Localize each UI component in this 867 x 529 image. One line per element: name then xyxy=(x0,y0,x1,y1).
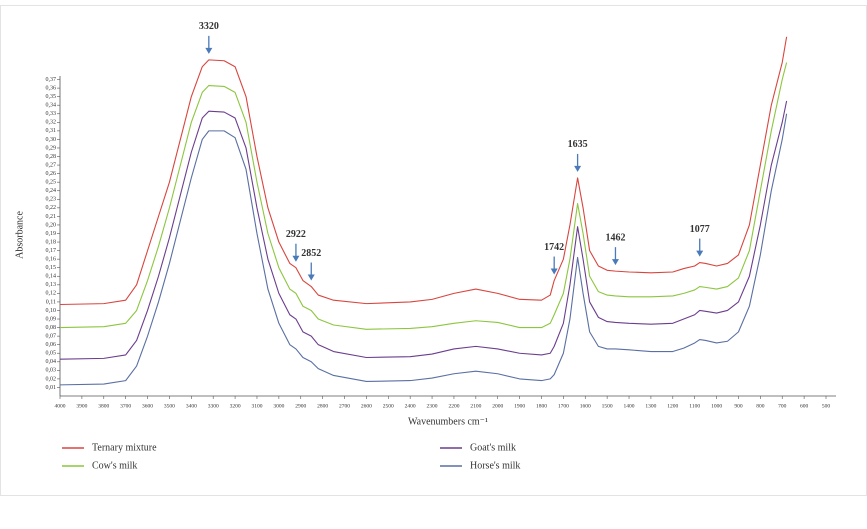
y-tick-label: 0,11 xyxy=(46,299,56,305)
y-tick-label: 0,30 xyxy=(46,137,57,143)
x-tick-label: 2000 xyxy=(492,403,503,409)
annotation-label: 2922 xyxy=(286,229,306,240)
x-tick-label: 600 xyxy=(800,403,809,409)
annotation-label: 2852 xyxy=(301,248,321,259)
y-tick-label: 0,29 xyxy=(46,145,57,151)
spectrum-line xyxy=(59,113,788,386)
annotation-arrowhead xyxy=(550,268,558,275)
y-tick-label: 0,05 xyxy=(46,351,57,357)
y-tick-label: 0,27 xyxy=(46,162,57,168)
y-tick-label: 0,35 xyxy=(46,94,57,100)
y-tick-label: 0,12 xyxy=(46,291,57,297)
annotation-arrowhead xyxy=(205,47,213,54)
y-tick-label: 0,24 xyxy=(46,188,57,194)
y-tick-label: 0,18 xyxy=(46,239,57,245)
y-tick-label: 0,32 xyxy=(46,120,57,126)
annotation-arrowhead xyxy=(307,274,315,281)
annotation-arrowhead xyxy=(611,259,619,266)
x-tick-label: 1900 xyxy=(514,403,525,409)
y-tick-label: 0,14 xyxy=(46,274,57,280)
legend-label: Horse's milk xyxy=(470,460,520,471)
x-tick-label: 2100 xyxy=(470,403,481,409)
x-tick-label: 3500 xyxy=(164,403,175,409)
legend-label: Ternary mixture xyxy=(92,442,157,453)
x-tick-label: 2200 xyxy=(448,403,459,409)
y-tick-label: 0,37 xyxy=(46,77,57,83)
x-tick-label: 2600 xyxy=(361,403,372,409)
y-tick-label: 0,21 xyxy=(46,214,57,220)
annotation-label: 1077 xyxy=(690,224,710,235)
x-tick-label: 2700 xyxy=(339,403,350,409)
y-tick-label: 0,16 xyxy=(46,257,57,263)
x-axis-title: Wavenumbers cm⁻¹ xyxy=(408,416,488,427)
x-tick-label: 2300 xyxy=(427,403,438,409)
y-tick-label: 0,02 xyxy=(46,376,57,382)
x-tick-label: 2800 xyxy=(317,403,328,409)
x-tick-label: 3100 xyxy=(251,403,262,409)
spectrum-line xyxy=(59,36,788,306)
y-tick-label: 0,28 xyxy=(46,154,57,160)
x-tick-label: 1200 xyxy=(667,403,678,409)
y-tick-label: 0,36 xyxy=(46,85,57,91)
annotation-label: 1635 xyxy=(568,139,588,150)
x-tick-label: 1300 xyxy=(645,403,656,409)
y-tick-label: 0,04 xyxy=(46,359,57,365)
y-tick-label: 0,08 xyxy=(46,325,57,331)
y-tick-label: 0,03 xyxy=(46,368,57,374)
y-tick-label: 0,01 xyxy=(46,385,57,391)
annotation-arrowhead xyxy=(574,165,582,172)
x-tick-label: 1400 xyxy=(624,403,635,409)
y-tick-label: 0,13 xyxy=(46,282,57,288)
y-tick-label: 0,09 xyxy=(46,316,57,322)
spectrum-line xyxy=(59,62,788,330)
x-tick-label: 900 xyxy=(734,403,743,409)
x-tick-label: 3300 xyxy=(208,403,219,409)
annotation-label: 3320 xyxy=(199,21,219,32)
x-tick-label: 4000 xyxy=(55,403,66,409)
x-tick-label: 3900 xyxy=(76,403,87,409)
y-tick-label: 0,22 xyxy=(46,205,57,211)
x-tick-label: 2400 xyxy=(405,403,416,409)
annotation-arrowhead xyxy=(292,255,300,262)
x-tick-label: 1000 xyxy=(711,403,722,409)
x-tick-label: 2500 xyxy=(383,403,394,409)
x-tick-label: 800 xyxy=(756,403,765,409)
y-tick-label: 0,15 xyxy=(46,265,57,271)
y-tick-label: 0,26 xyxy=(46,171,57,177)
legend-label: Cow's milk xyxy=(92,460,137,471)
y-tick-label: 0,34 xyxy=(46,103,57,109)
x-tick-label: 1700 xyxy=(558,403,569,409)
x-tick-label: 500 xyxy=(822,403,831,409)
x-tick-label: 1500 xyxy=(602,403,613,409)
y-tick-label: 0,07 xyxy=(46,334,57,340)
y-axis-title: Absorbance xyxy=(14,211,25,259)
y-tick-label: 0,19 xyxy=(46,231,57,237)
x-tick-label: 3200 xyxy=(230,403,241,409)
annotation-label: 1742 xyxy=(544,242,564,253)
y-tick-label: 0,06 xyxy=(46,342,57,348)
y-tick-label: 0,20 xyxy=(46,222,57,228)
x-tick-label: 2900 xyxy=(295,403,306,409)
x-tick-label: 1600 xyxy=(580,403,591,409)
x-tick-label: 1100 xyxy=(689,403,700,409)
y-tick-label: 0,10 xyxy=(46,308,57,314)
x-tick-label: 3400 xyxy=(186,403,197,409)
y-tick-label: 0,31 xyxy=(46,128,57,134)
annotation-label: 1462 xyxy=(605,232,625,243)
x-tick-label: 1800 xyxy=(536,403,547,409)
x-tick-label: 3700 xyxy=(120,403,131,409)
y-tick-label: 0,23 xyxy=(46,197,57,203)
annotation-arrowhead xyxy=(696,250,704,257)
x-tick-label: 3000 xyxy=(273,403,284,409)
spectrum-line xyxy=(59,100,788,360)
x-tick-label: 3600 xyxy=(142,403,153,409)
x-tick-label: 700 xyxy=(778,403,787,409)
y-tick-label: 0,17 xyxy=(46,248,57,254)
y-tick-label: 0,25 xyxy=(46,180,57,186)
x-tick-label: 3800 xyxy=(98,403,109,409)
legend-label: Goat's milk xyxy=(470,442,516,453)
y-tick-label: 0,33 xyxy=(46,111,57,117)
